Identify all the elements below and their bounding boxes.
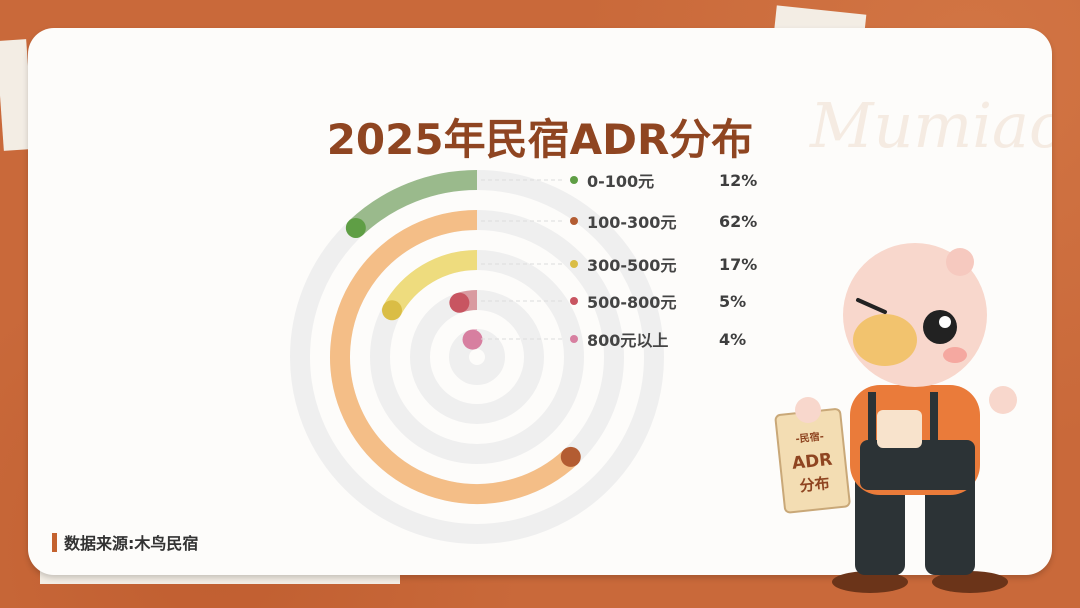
bar-arc-2	[383, 250, 478, 316]
value-label: 17%	[719, 254, 758, 274]
bar-end-dot-4	[462, 329, 483, 350]
legend-dot	[570, 335, 578, 343]
legend-dot	[570, 217, 578, 225]
legend-dot	[570, 297, 578, 305]
value-label: 4%	[719, 329, 747, 349]
legend-item: 300-500元 17%	[570, 252, 757, 276]
legend-item: 0-100元 12%	[570, 168, 757, 192]
legend-dot	[570, 176, 578, 184]
legend-label: 100-300元	[587, 213, 677, 232]
page-title: 2025年民宿ADR分布	[326, 115, 754, 164]
legend-item: 800元以上 4%	[570, 327, 746, 351]
legend-label: 800元以上	[587, 331, 669, 350]
watermark: Mumiao	[810, 89, 1052, 162]
bar-end-dot-1	[560, 446, 581, 467]
source-accent-bar	[52, 532, 57, 552]
bar-end-dot-0	[345, 217, 366, 238]
bar-end-dot-2	[381, 300, 402, 321]
legend-item: 100-300元 62%	[570, 209, 757, 233]
value-label: 62%	[719, 211, 758, 231]
ring-track	[410, 290, 544, 424]
legend-dot	[570, 260, 578, 268]
data-source: 数据来源:木鸟民宿	[52, 530, 198, 554]
legend-label: 300-500元	[587, 256, 677, 275]
value-label: 12%	[719, 170, 758, 190]
legend-item: 500-800元 5%	[570, 289, 746, 313]
value-label: 5%	[719, 291, 747, 311]
bar-end-dot-3	[449, 292, 470, 313]
legend-label: 0-100元	[587, 172, 655, 191]
source-text: 数据来源:木鸟民宿	[64, 534, 199, 553]
legend-label: 500-800元	[587, 293, 677, 312]
bar-arc-0	[348, 170, 478, 236]
bar-arc-1	[330, 210, 578, 504]
